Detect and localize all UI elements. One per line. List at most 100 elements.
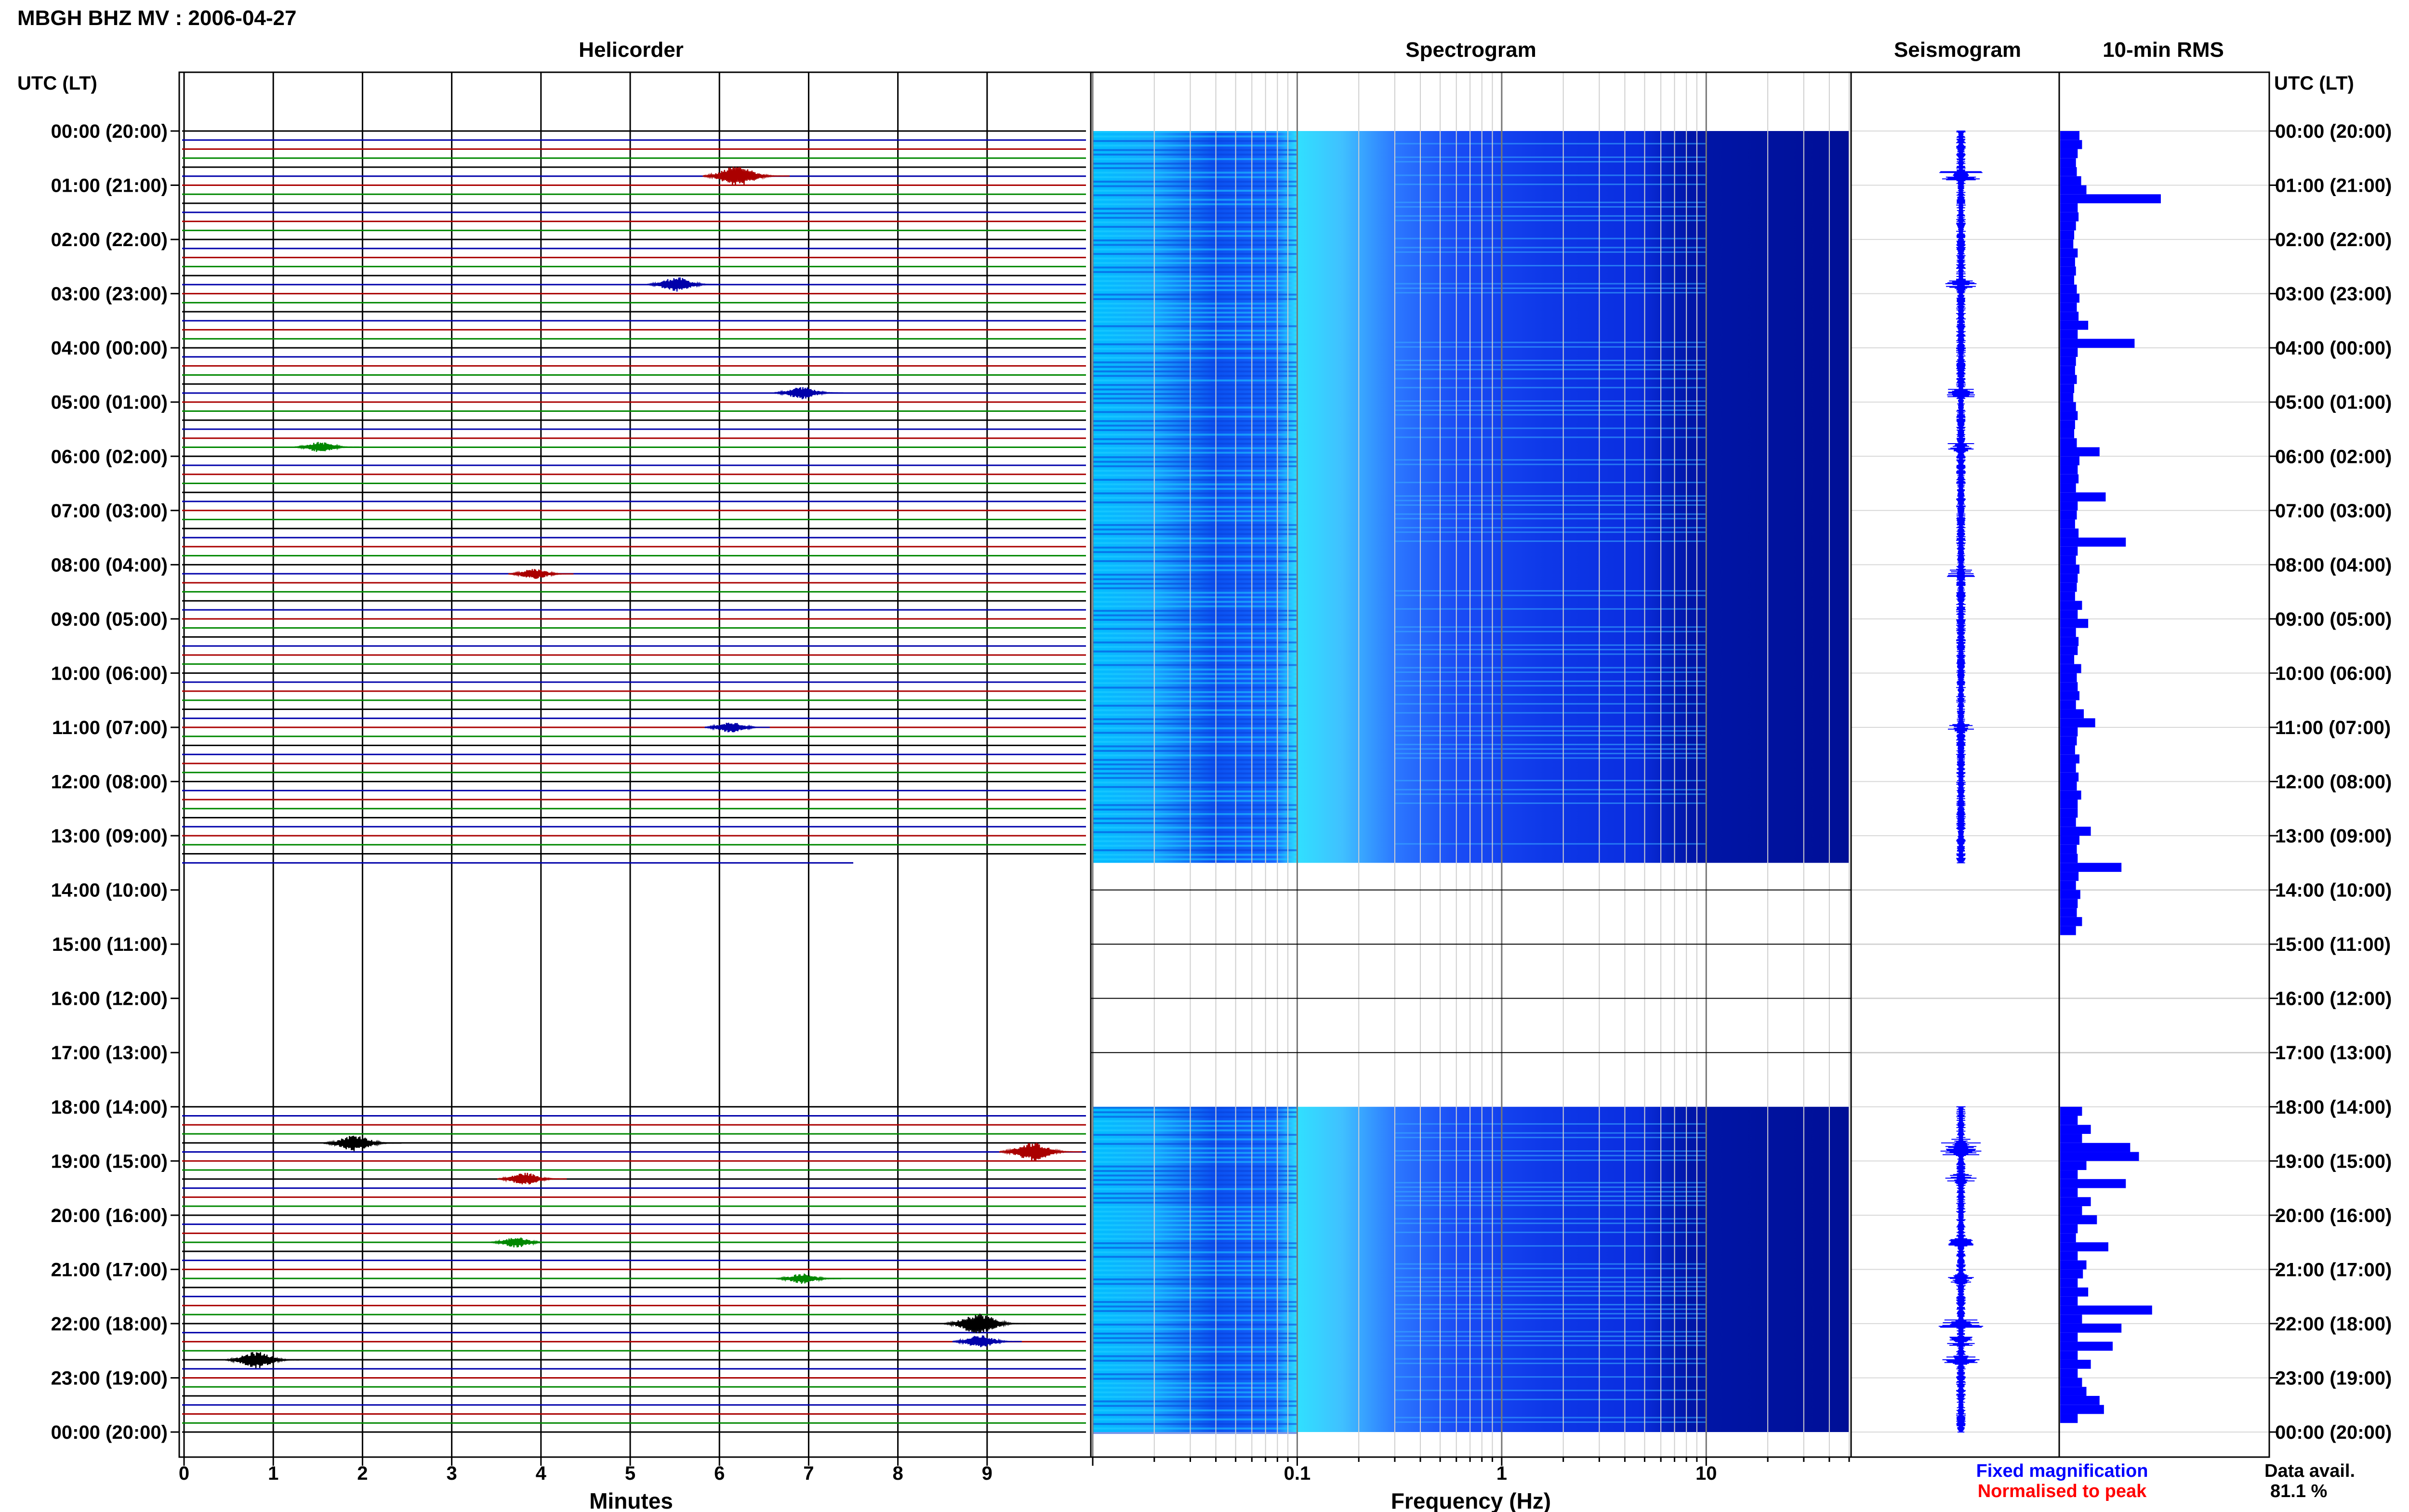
spectrogram-line [1394, 531, 1707, 533]
spectrogram-line [1394, 1317, 1707, 1319]
rms-bar [2060, 817, 2076, 827]
spectrogram-row [1093, 1301, 1297, 1303]
rms-bar [2060, 1215, 2097, 1224]
spectrogram-row [1093, 1274, 1297, 1276]
spectrogram-line [1394, 215, 1707, 217]
rms-bar [2060, 1161, 2087, 1170]
spectrogram-row [1093, 181, 1297, 183]
spectrogram-row [1093, 438, 1297, 440]
spectrogram-row [1093, 650, 1297, 653]
rms-bar [2060, 781, 2077, 791]
rms-bar [2060, 1188, 2078, 1197]
rms-bar [2060, 302, 2077, 312]
spectrogram-line [1394, 500, 1707, 501]
spectrogram-row [1093, 198, 1297, 201]
time-label-right: 13:00 (09:00) [2275, 826, 2392, 847]
spectrogram-line [1394, 174, 1707, 176]
time-label-right: 03:00 (23:00) [2275, 284, 2392, 305]
spectrogram-row [1093, 135, 1297, 138]
rms-bar [2060, 718, 2095, 727]
rms-bar [2060, 384, 2075, 393]
time-label-left: 06:00 (02:00) [51, 446, 168, 467]
spectrogram-row [1093, 456, 1297, 459]
spectrogram-row [1093, 664, 1297, 666]
spectrogram-row [1093, 858, 1297, 860]
rms-bar [2060, 393, 2074, 402]
spectrogram-row [1093, 1228, 1297, 1231]
spectrogram-line [1394, 1159, 1707, 1161]
seismogram-trace [1939, 131, 1983, 864]
rms-bar [2060, 574, 2078, 583]
spectrogram-row [1093, 411, 1297, 413]
rms-frame [2058, 71, 2270, 1458]
rms-bar [2060, 1405, 2104, 1414]
rms-bar [2060, 655, 2075, 664]
spectrogram-row [1093, 1147, 1297, 1150]
rms-bar [2060, 1341, 2113, 1351]
rms-bar [2060, 592, 2075, 601]
rms-bar [2060, 438, 2077, 447]
frequency-tick-label: 0.1 [1284, 1463, 1311, 1484]
spectrogram-row [1093, 487, 1297, 490]
spectrogram-row [1093, 542, 1297, 544]
rms-bar [2060, 628, 2076, 637]
seismic-event [225, 1352, 304, 1368]
rms-bar [2060, 899, 2078, 908]
spectrogram-row [1093, 465, 1297, 468]
rms-bar [2060, 483, 2076, 493]
spectrogram-row [1093, 618, 1297, 621]
rms-bar [2060, 854, 2078, 863]
spectrogram-row [1093, 1409, 1297, 1412]
frequency-tick-label: 1 [1496, 1463, 1507, 1484]
time-label-right: 15:00 (11:00) [2275, 934, 2391, 955]
time-label-right: 00:00 (20:00) [2275, 1422, 2392, 1443]
spectrogram-row [1093, 546, 1297, 549]
rms-bar [2060, 1305, 2152, 1315]
rms-bar [2060, 176, 2081, 185]
spectrogram-line [1394, 1123, 1707, 1125]
spectrogram-line [1394, 495, 1707, 497]
spectrogram-row [1093, 1378, 1297, 1380]
spectrogram-line [1394, 482, 1707, 484]
time-label-right: 10:00 (06:00) [2275, 663, 2392, 684]
spectrogram-row [1093, 1400, 1297, 1403]
spectrogram-row [1093, 565, 1297, 567]
rms-bar [2060, 881, 2076, 890]
rms-bar [2060, 1351, 2078, 1360]
spectrogram-row [1093, 1156, 1297, 1158]
spectrogram-row [1093, 524, 1297, 526]
spectrogram-row [1093, 696, 1297, 698]
spectrogram-line [1394, 1335, 1707, 1337]
spectrogram-row [1093, 1315, 1297, 1317]
spectrogram-line [1394, 184, 1707, 185]
spectrogram-row [1093, 713, 1297, 716]
spectrogram-row [1093, 677, 1297, 680]
spectrogram-row [1093, 519, 1297, 522]
seismic-event [773, 387, 844, 399]
rms-bar [2060, 320, 2089, 330]
spectrogram-row [1093, 149, 1297, 151]
rms-bar [2060, 836, 2079, 845]
spectrogram-row [1093, 1359, 1297, 1362]
spectrogram-row [1093, 1206, 1297, 1209]
seismic-event [943, 1314, 1031, 1334]
rms-bar [2060, 1233, 2076, 1243]
rms-bar [2060, 149, 2078, 158]
frequency-axis-title: Frequency (Hz) [1391, 1488, 1551, 1512]
rms-bar [2060, 555, 2076, 565]
spectrogram-row [1093, 140, 1297, 142]
spectrogram-row [1093, 804, 1297, 806]
spectrogram-row [1093, 1111, 1297, 1114]
time-label-left: 12:00 (08:00) [51, 772, 168, 793]
spectrogram-row [1093, 749, 1297, 752]
spectrogram-line [1394, 843, 1707, 845]
spectrogram-row [1093, 800, 1297, 802]
spectrogram-row [1093, 1152, 1297, 1154]
rms-bar [2060, 691, 2079, 700]
time-label-right: 07:00 (03:00) [2275, 500, 2392, 522]
spectrogram-row [1093, 1283, 1297, 1285]
seismogram-title: Seismogram [1894, 38, 2021, 62]
seismic-event [702, 167, 790, 186]
rms-bar [2060, 519, 2075, 529]
seismogram-trace [1938, 1106, 1984, 1433]
